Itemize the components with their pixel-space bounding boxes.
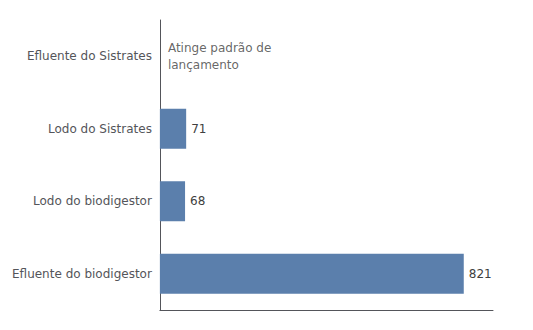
svg-text:Efluente do biodigestor: Efluente do biodigestor [12, 267, 152, 281]
svg-text:Efluente do Sistrates: Efluente do Sistrates [27, 49, 152, 63]
svg-text:Lodo do biodigestor: Lodo do biodigestor [33, 194, 152, 208]
svg-text:821: 821 [469, 267, 492, 281]
svg-text:lançamento: lançamento [168, 58, 239, 72]
svg-text:Atinge padrão de: Atinge padrão de [168, 41, 272, 55]
svg-text:68: 68 [190, 194, 205, 208]
svg-text:Lodo do Sistrates: Lodo do Sistrates [48, 122, 152, 136]
svg-text:71: 71 [191, 122, 206, 136]
